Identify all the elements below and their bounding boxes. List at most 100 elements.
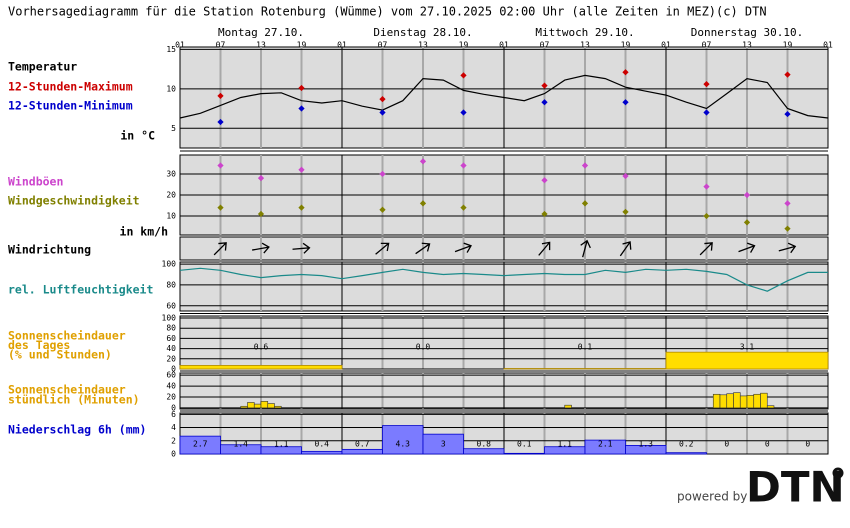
precip-value-label: 3 — [441, 440, 446, 449]
precip-bar — [382, 425, 424, 455]
sunshine-hours-label: 0.0 — [416, 343, 431, 352]
row-label: des Tages — [8, 338, 70, 352]
hour-label: 01 — [175, 41, 185, 50]
wind-arrow — [778, 242, 797, 254]
hour-label: 07 — [216, 41, 226, 50]
day-label: Mittwoch 29.10. — [535, 26, 634, 39]
sunshine-hours-label: 3.1 — [740, 343, 755, 352]
row-label: in °C — [120, 129, 155, 143]
day-label: Donnerstag 30.10. — [691, 26, 804, 39]
data-point — [217, 118, 224, 126]
row-label: Niederschlag 6h (mm) — [8, 423, 146, 437]
sunshine-hour-bar — [260, 401, 269, 409]
hour-label: 13 — [580, 41, 590, 50]
hour-label: 07 — [540, 41, 550, 50]
y-tick-label: 10 — [166, 84, 176, 93]
wind-arrow — [375, 242, 390, 255]
y-tick-label: 80 — [166, 324, 176, 333]
hour-label: 01 — [661, 41, 671, 50]
precip-value-label: 2.1 — [598, 440, 613, 449]
precip-value-label: 1.1 — [274, 440, 289, 449]
logo-dot — [832, 467, 844, 479]
sunshine-hour-bar — [733, 392, 741, 409]
sunshine-day-bar — [503, 368, 667, 370]
sunshine-hour-bar — [274, 405, 282, 409]
precip-value-label: 1.4 — [234, 440, 249, 449]
precip-bar — [625, 445, 667, 455]
sunshine-hour-bar — [712, 393, 721, 409]
precip-bar — [463, 448, 505, 455]
wind-arrow — [538, 241, 551, 256]
data-point — [419, 158, 427, 165]
y-tick-label: 2 — [171, 436, 176, 445]
row-label: rel. Luftfeuchtigkeit — [8, 283, 153, 297]
row-label: Temperatur — [8, 60, 77, 74]
wind-arrow — [415, 242, 431, 255]
y-tick-label: 20 — [166, 354, 176, 363]
hour-label: 01 — [823, 41, 833, 50]
sunshine-hour-bar — [253, 403, 262, 409]
y-tick-label: 0 — [171, 450, 176, 459]
sunshine-hour-bar — [753, 393, 761, 409]
hour-label: 19 — [783, 41, 793, 50]
wind-arrow — [454, 242, 472, 253]
hour-label: 01 — [337, 41, 347, 50]
data-point — [460, 162, 467, 169]
wind-arrow — [213, 242, 227, 256]
data-line — [179, 74, 829, 119]
wind-arrow — [619, 241, 632, 257]
precip-value-label: 1.1 — [558, 440, 573, 449]
precip-bar — [503, 452, 545, 455]
sunshine-hour-bar — [247, 402, 255, 409]
precip-value-label: 2.7 — [193, 440, 208, 449]
sunshine-hour-bar — [726, 393, 734, 409]
data-line — [179, 267, 828, 292]
hour-label: 19 — [459, 41, 469, 50]
row-label: stündlich (Minuten) — [8, 393, 140, 407]
sunshine-hour-bar — [739, 395, 748, 409]
precip-bar — [301, 450, 343, 455]
precip-value-label: 0 — [724, 440, 729, 449]
sunshine-day-bar — [665, 351, 829, 370]
y-tick-label: 20 — [166, 393, 176, 402]
row-label: Sonnenscheindauer — [8, 383, 126, 397]
precip-value-label: 1.3 — [639, 440, 654, 449]
row-label: 12-Stunden-Maximum — [8, 80, 133, 94]
precip-value-label: 0.7 — [355, 440, 370, 449]
copyright: (c) DTN — [716, 5, 767, 19]
y-tick-label: 15 — [166, 45, 176, 54]
y-tick-label: 0 — [171, 403, 176, 412]
wind-arrow — [252, 242, 270, 254]
hour-label: 13 — [742, 41, 752, 50]
sunshine-day-bar — [179, 365, 343, 370]
precip-value-label: 0 — [805, 440, 810, 449]
hour-label: 19 — [297, 41, 307, 50]
hour-label: 01 — [499, 41, 509, 50]
wind-arrow — [292, 242, 311, 254]
hour-label: 13 — [418, 41, 428, 50]
row-label: Sonnenscheindauer — [8, 329, 126, 343]
sunshine-hour-bar — [766, 405, 775, 409]
wind-arrow — [738, 242, 756, 253]
y-tick-label: 5 — [171, 124, 176, 133]
y-tick-label: 30 — [166, 169, 176, 178]
y-tick-label: 10 — [166, 212, 176, 221]
y-tick-label: 60 — [166, 301, 176, 310]
data-point — [379, 206, 386, 213]
hour-label: 13 — [256, 41, 266, 50]
sunshine-hour-bar — [746, 395, 755, 409]
logo: DTN — [746, 463, 845, 512]
sunshine-hours-label: 0.1 — [578, 343, 593, 352]
y-tick-label: 80 — [166, 280, 176, 289]
precip-value-label: 0.1 — [517, 440, 532, 449]
precip-value-label: 0.4 — [315, 440, 330, 449]
sunshine-hour-bar — [240, 405, 248, 409]
y-tick-label: 60 — [166, 371, 176, 380]
wind-arrow — [580, 239, 591, 258]
sunshine-hour-bar — [719, 394, 728, 409]
precip-value-label: 0 — [765, 440, 770, 449]
wind-arrow — [699, 242, 713, 256]
powered-by: powered by — [677, 490, 747, 504]
